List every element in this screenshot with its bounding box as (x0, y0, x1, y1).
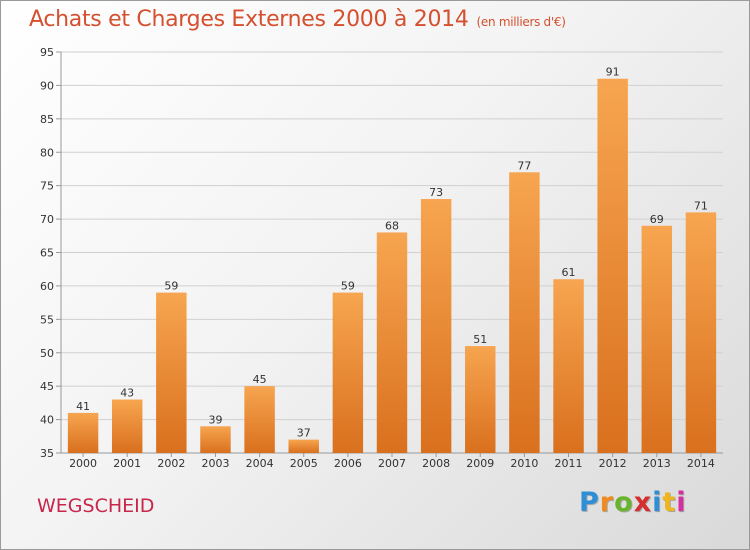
y-tick-label: 60 (40, 280, 54, 293)
logo-letter: o (614, 487, 634, 518)
bar-value-label: 77 (517, 159, 531, 172)
bar (597, 78, 628, 453)
x-tick-label: 2000 (69, 457, 97, 470)
bar-value-label: 59 (341, 280, 355, 293)
bar (67, 412, 99, 453)
x-tick-label: 2011 (555, 457, 583, 470)
bar-value-label: 61 (562, 266, 576, 279)
x-tick-label: 2003 (201, 457, 229, 470)
bar (509, 172, 540, 454)
x-tick-label: 2008 (422, 457, 450, 470)
place-name: WEGSCHEID (37, 495, 155, 517)
bar-value-label: 43 (120, 387, 134, 400)
bar (111, 399, 143, 453)
y-tick-label: 35 (40, 447, 54, 460)
logo-letter: t (662, 487, 677, 518)
bar (553, 279, 584, 453)
bar-value-label: 59 (164, 280, 178, 293)
x-tick-label: 2007 (378, 457, 406, 470)
y-tick-label: 45 (40, 380, 54, 393)
data-labels: 41 43 59 39 45 37 59 68 73 51 77 61 91 69 71 (76, 66, 708, 440)
x-tick-label: 2005 (290, 457, 318, 470)
axes: 35 40 45 50 55 60 65 70 75 80 85 90 95 2000 2001 2002 20… (40, 46, 723, 470)
bars (67, 78, 717, 454)
bar-value-label: 69 (650, 213, 664, 226)
bar (685, 212, 717, 453)
y-tick-label: 90 (40, 79, 54, 92)
logo-letter: i (676, 487, 687, 518)
chart-subtitle: (en milliers d'€) (476, 15, 566, 29)
bar-value-label: 39 (208, 413, 222, 426)
proxiti-logo: Proxiti (579, 487, 687, 518)
x-tick-label: 2001 (113, 457, 141, 470)
y-tick-label: 65 (40, 247, 54, 260)
logo-letter: P (579, 487, 600, 518)
title-text: Achats et Charges Externes 2000 à 2014 (29, 7, 469, 32)
bar (156, 292, 187, 453)
bar-value-label: 37 (297, 427, 311, 440)
bar (465, 346, 496, 453)
x-tick-label: 2010 (510, 457, 538, 470)
x-tick-label: 2013 (643, 457, 671, 470)
logo-letter: i (652, 487, 663, 518)
logo-letter: x (633, 487, 653, 518)
bar (200, 426, 231, 453)
bar-value-label: 91 (606, 66, 620, 79)
bar (376, 232, 408, 453)
y-tick-label: 75 (40, 180, 54, 193)
bar (288, 439, 319, 453)
x-tick-label: 2006 (334, 457, 362, 470)
y-tick-label: 85 (40, 113, 54, 126)
y-tick-label: 70 (40, 213, 54, 226)
bar-value-label: 41 (76, 400, 90, 413)
chart-title: Achats et Charges Externes 2000 à 2014 (e… (29, 7, 566, 32)
y-tick-label: 50 (40, 347, 54, 360)
bar (244, 386, 275, 453)
x-tick-label: 2014 (687, 457, 715, 470)
bar (332, 292, 364, 453)
x-tick-label: 2012 (599, 457, 627, 470)
x-tick-label: 2002 (157, 457, 185, 470)
bar-value-label: 51 (473, 333, 487, 346)
logo-letter: r (599, 487, 615, 518)
bar-value-label: 68 (385, 219, 399, 232)
y-tick-label: 40 (40, 414, 54, 427)
bar (641, 225, 673, 453)
bar-value-label: 73 (429, 186, 443, 199)
x-tick-label: 2009 (466, 457, 494, 470)
x-tick-label: 2004 (246, 457, 274, 470)
bar (420, 199, 452, 453)
y-tick-label: 55 (40, 313, 54, 326)
y-tick-label: 80 (40, 146, 54, 159)
y-tick-label: 95 (40, 46, 54, 59)
bar-value-label: 45 (253, 373, 267, 386)
bar-value-label: 71 (694, 199, 708, 212)
